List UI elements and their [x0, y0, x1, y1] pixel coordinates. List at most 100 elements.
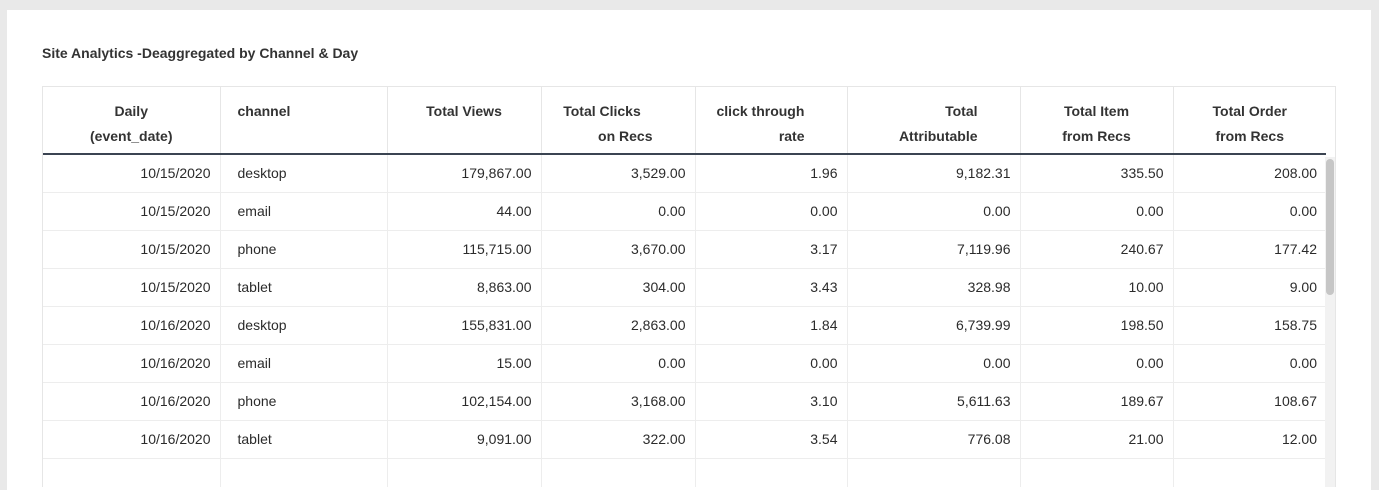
- column-header-line2: Attributable: [898, 128, 978, 144]
- column-header-line2: from Recs: [1215, 128, 1284, 144]
- column-header[interactable]: Total Order from Recs: [1173, 87, 1326, 155]
- analytics-panel: Site Analytics -Deaggregated by Channel …: [7, 10, 1371, 490]
- table-cell: 304.00: [541, 268, 696, 307]
- table-cell: 10.00: [1020, 268, 1174, 307]
- table-cell: 155,831.00: [387, 306, 542, 345]
- table-cell: 0.00: [1173, 344, 1326, 383]
- table-cell: 328.98: [847, 268, 1021, 307]
- table-cell: 776.08: [847, 420, 1021, 459]
- table-cell: 10/15/2020: [43, 192, 221, 231]
- table-cell: 12.00: [1173, 420, 1326, 459]
- column-header-line1: Total: [945, 103, 978, 119]
- table-cell: 240.67: [1020, 230, 1174, 269]
- vertical-scrollbar[interactable]: [1325, 157, 1335, 487]
- table-cell: email: [220, 192, 388, 231]
- table-cell: 3.43: [695, 268, 848, 307]
- table-cell: 179,867.00: [387, 154, 542, 193]
- table-cell: 3,529.00: [541, 154, 696, 193]
- table-cell: phone: [220, 382, 388, 421]
- table-cell: tablet: [220, 420, 388, 459]
- table-cell: email: [220, 344, 388, 383]
- table-cell: 10/16/2020: [43, 344, 221, 383]
- table-cell: 0.00: [1173, 192, 1326, 231]
- column-header-line1: Total Views: [426, 103, 502, 119]
- table-cell: 5,611.63: [847, 382, 1021, 421]
- table-cell: 3,168.00: [541, 382, 696, 421]
- table-cell: 0.00: [695, 344, 848, 383]
- table-cell: 0.00: [1020, 192, 1174, 231]
- column-header-line2: on Recs: [598, 128, 653, 144]
- table-row[interactable]: 10/15/2020 email 44.00 0.00 0.00 0.00 0.00 0.00: [43, 192, 1326, 231]
- table-cell: 6,739.99: [847, 306, 1021, 345]
- table-cell: desktop: [220, 154, 388, 193]
- table-cell: 3.17: [695, 230, 848, 269]
- table-cell: 322.00: [541, 420, 696, 459]
- table-header-row: Daily (event_date) channel Total Views Total…: [43, 87, 1326, 155]
- table-cell: 10/16/2020: [43, 420, 221, 459]
- table-cell: 189.67: [1020, 382, 1174, 421]
- table-cell: 0.00: [847, 192, 1021, 231]
- table-cell: 198.50: [1020, 306, 1174, 345]
- table-cell: 3.10: [695, 382, 848, 421]
- table-cell: 158.75: [1173, 306, 1326, 345]
- scrollbar-thumb[interactable]: [1326, 159, 1334, 295]
- table-row[interactable]: 10/16/2020 phone 102,154.00 3,168.00 3.10 5,6…: [43, 382, 1326, 421]
- table-cell: 0.00: [1020, 344, 1174, 383]
- column-header[interactable]: click through rate: [695, 87, 848, 155]
- data-table: Daily (event_date) channel Total Views Total…: [43, 87, 1326, 487]
- table-row[interactable]: 10/16/2020 desktop 155,831.00 2,863.00 1.84 6…: [43, 306, 1326, 345]
- table-cell: 7,119.96: [847, 230, 1021, 269]
- table-cell: 10/15/2020: [43, 230, 221, 269]
- table-cell: 0.00: [541, 192, 696, 231]
- table-cell: 10/15/2020: [43, 154, 221, 193]
- table-row[interactable]: 10/15/2020 tablet 8,863.00 304.00 3.43 328.98…: [43, 268, 1326, 307]
- table-cell: 10/16/2020: [43, 306, 221, 345]
- table-cell: 1.96: [695, 154, 848, 193]
- column-header[interactable]: Total Clicks on Recs: [541, 87, 696, 155]
- column-header-line1: Total Clicks: [563, 103, 641, 119]
- panel-title: Site Analytics -Deaggregated by Channel …: [42, 45, 359, 61]
- column-header[interactable]: Total Views: [387, 87, 542, 155]
- column-header-line1: Total Item: [1063, 103, 1130, 119]
- column-header-line1: channel: [237, 103, 291, 119]
- table-cell: 177.42: [1173, 230, 1326, 269]
- table-row[interactable]: 10/15/2020 phone 115,715.00 3,670.00 3.17 7,1…: [43, 230, 1326, 269]
- column-header-line2: rate: [778, 128, 805, 144]
- table-cell: 1.84: [695, 306, 848, 345]
- data-table-container[interactable]: Daily (event_date) channel Total Views Total…: [42, 86, 1336, 487]
- table-cell: 10/15/2020: [43, 268, 221, 307]
- table-cell: 21.00: [1020, 420, 1174, 459]
- column-header[interactable]: channel: [220, 87, 388, 155]
- column-header-line2: from Recs: [1062, 128, 1131, 144]
- table-row[interactable]: 10/16/2020 email 15.00 0.00 0.00 0.00 0.00 0.00: [43, 344, 1326, 383]
- column-header-line2: (event_date): [90, 128, 173, 144]
- table-cell: 9.00: [1173, 268, 1326, 307]
- column-header-line1: Daily: [114, 103, 148, 119]
- table-cell: 10/16/2020: [43, 382, 221, 421]
- table-cell: 108.67: [1173, 382, 1326, 421]
- table-cell: 102,154.00: [387, 382, 542, 421]
- table-row[interactable]: 10/16/2020 tablet 9,091.00 322.00 3.54 776.08…: [43, 420, 1326, 459]
- column-header-line1: Total Order: [1212, 103, 1287, 119]
- column-header[interactable]: Total Attributable: [847, 87, 1021, 155]
- table-cell: 115,715.00: [387, 230, 542, 269]
- table-cell: 15.00: [387, 344, 542, 383]
- table-cell: phone: [220, 230, 388, 269]
- table-cell: 3,670.00: [541, 230, 696, 269]
- column-header[interactable]: Total Item from Recs: [1020, 87, 1174, 155]
- table-cell: tablet: [220, 268, 388, 307]
- table-cell: 44.00: [387, 192, 542, 231]
- table-body: 10/15/2020 desktop 179,867.00 3,529.00 1.96 9…: [43, 154, 1326, 487]
- table-cell: desktop: [220, 306, 388, 345]
- table-cell: 9,091.00: [387, 420, 542, 459]
- table-cell: 0.00: [541, 344, 696, 383]
- table-cell: 208.00: [1173, 154, 1326, 193]
- table-cell: 0.00: [695, 192, 848, 231]
- table-cell: 9,182.31: [847, 154, 1021, 193]
- column-header[interactable]: Daily (event_date): [43, 87, 221, 155]
- column-header-line1: click through: [716, 103, 805, 119]
- table-row[interactable]: 10/15/2020 desktop 179,867.00 3,529.00 1.96 9…: [43, 154, 1326, 193]
- table-cell: 335.50: [1020, 154, 1174, 193]
- table-cell: 2,863.00: [541, 306, 696, 345]
- table-cell: 3.54: [695, 420, 848, 459]
